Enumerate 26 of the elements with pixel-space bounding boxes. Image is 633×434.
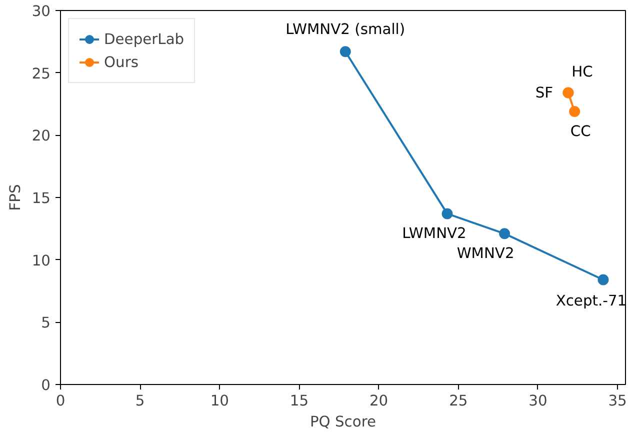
annotation: LWMNV2 xyxy=(402,225,466,242)
legend-label: Ours xyxy=(104,54,138,70)
y-tick-label: 15 xyxy=(32,190,51,207)
x-tick-label: 0 xyxy=(56,392,66,410)
x-tick-label: 15 xyxy=(290,392,309,410)
x-tick-label: 25 xyxy=(449,392,468,410)
y-tick-label: 10 xyxy=(32,252,51,270)
legend-label: DeeperLab xyxy=(104,30,184,48)
annotation: SF xyxy=(535,84,554,102)
annotation: WMNV2 xyxy=(456,245,514,262)
y-tick-label: 20 xyxy=(32,128,51,145)
y-tick-label: 0 xyxy=(41,377,51,394)
annotation: HC xyxy=(572,63,593,80)
annotation: LWMNV2 (small) xyxy=(286,21,406,38)
y-axis-title: FPS xyxy=(6,184,24,211)
annotation: CC xyxy=(570,122,591,140)
x-tick-label: 10 xyxy=(210,392,229,410)
y-tick-label: 5 xyxy=(41,314,51,332)
x-tick-label: 20 xyxy=(369,392,388,410)
x-tick-label: 30 xyxy=(528,392,548,410)
annotation: Xcept.-71 xyxy=(556,292,627,310)
y-tick-label: 25 xyxy=(32,65,51,82)
x-tick-label: 5 xyxy=(135,392,145,410)
x-axis-title: PQ Score xyxy=(310,414,376,430)
y-tick-label: 30 xyxy=(32,3,51,20)
x-tick-label: 35 xyxy=(608,392,627,410)
